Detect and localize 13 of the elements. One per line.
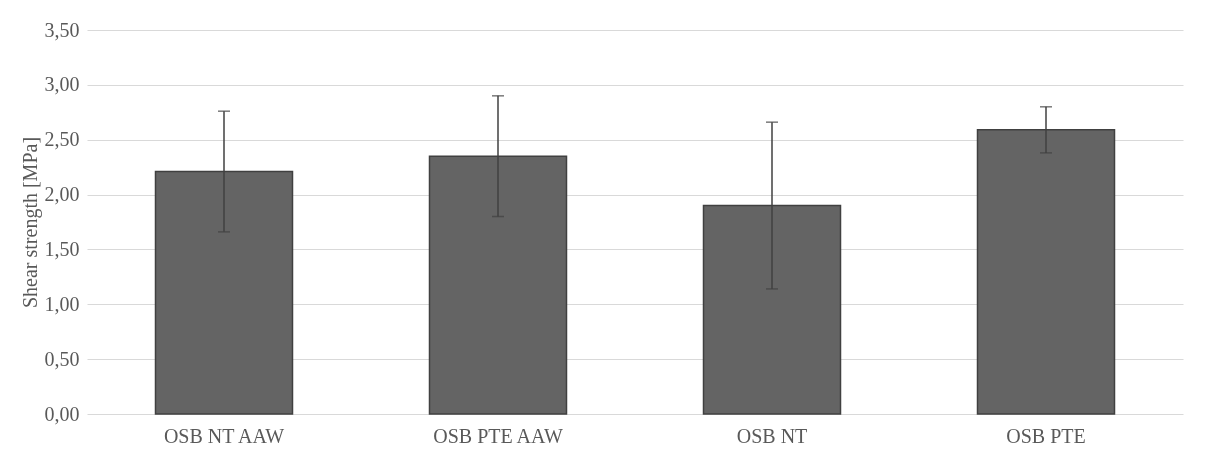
y-tick-label: 1,50 bbox=[44, 237, 80, 260]
x-tick-label: OSB PTE AAW bbox=[433, 424, 563, 447]
x-tick-label: OSB NT bbox=[736, 424, 808, 447]
y-tick-label: 0,50 bbox=[44, 347, 80, 370]
y-tick-label: 2,00 bbox=[44, 183, 80, 206]
y-axis-title: Shear strength [MPa] bbox=[18, 136, 42, 309]
x-tick-label: OSB NT AAW bbox=[163, 424, 285, 447]
y-tick-label: 1,00 bbox=[44, 292, 80, 315]
y-tick-label: 0,00 bbox=[44, 402, 80, 425]
y-tick-label: 2,50 bbox=[44, 128, 80, 151]
y-tick-label: 3,00 bbox=[44, 73, 80, 96]
y-tick-label: 3,50 bbox=[44, 18, 80, 41]
x-tick-label: OSB PTE bbox=[1006, 424, 1086, 447]
